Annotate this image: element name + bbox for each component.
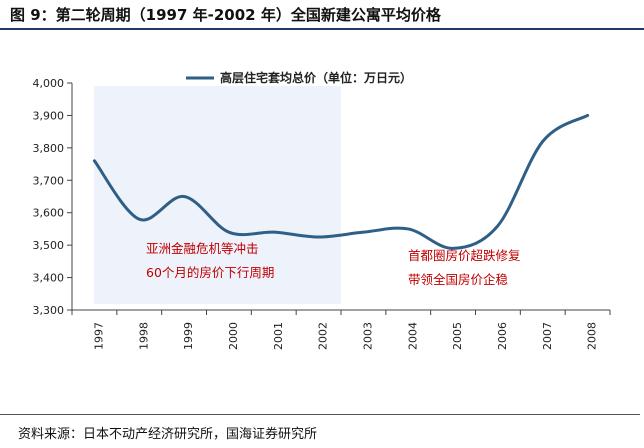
y-tick-label: 3,300 <box>33 304 65 317</box>
x-axis: 1997 1998 1999 2000 2001 2002 2003 2004 2005 2006… <box>71 309 611 350</box>
annotation-left-line-1: 亚洲金融危机等冲击 <box>146 241 259 256</box>
y-tick-label: 3,600 <box>33 207 65 220</box>
legend: 高层住宅套均总价（单位：万日元） <box>186 70 412 85</box>
x-tick-label: 2001 <box>272 322 285 350</box>
annotation-left: 亚洲金融危机等冲击 60个月的房价下行周期 <box>146 241 274 280</box>
footer-rule <box>0 414 640 415</box>
x-tick-label: 1998 <box>137 322 150 350</box>
x-tick-label: 2004 <box>406 322 419 350</box>
shaded-period <box>94 86 341 304</box>
y-tick-label: 4,000 <box>33 77 65 90</box>
figure-title: 图 9：第二轮周期（1997 年-2002 年）全国新建公寓平均价格 <box>10 6 441 24</box>
x-tick-label: 2002 <box>317 322 330 350</box>
series-line <box>92 113 590 250</box>
x-tick-label: 1999 <box>182 322 195 350</box>
line-chart: 3,300 3,400 3,500 3,600 3,700 3,800 3,900 4,000… <box>33 70 611 350</box>
y-tick-label: 3,700 <box>33 174 65 187</box>
y-tick-label: 3,500 <box>33 239 65 252</box>
annotation-right-line-2: 带领全国房价企稳 <box>408 272 509 287</box>
annotation-left-line-2: 60个月的房价下行周期 <box>146 265 274 280</box>
x-tick-label: 2005 <box>451 322 464 350</box>
x-tick-label: 2007 <box>541 322 554 350</box>
source-note: 资料来源：日本不动产经济研究所，国海证券研究所 <box>18 427 318 442</box>
x-tick-label: 2000 <box>227 322 240 350</box>
y-tick-label: 3,800 <box>33 142 65 155</box>
title-rule <box>0 28 644 30</box>
annotation-right-line-1: 首都圈房价超跌修复 <box>408 248 521 263</box>
y-tick-label: 3,900 <box>33 109 65 122</box>
x-tick-label: 2008 <box>586 322 599 350</box>
annotation-right: 首都圈房价超跌修复 带领全国房价企稳 <box>408 248 521 287</box>
y-tick-label: 3,400 <box>33 272 65 285</box>
legend-label: 高层住宅套均总价（单位：万日元） <box>220 70 412 85</box>
x-tick-label: 2006 <box>496 322 509 350</box>
y-axis: 3,300 3,400 3,500 3,600 3,700 3,800 3,900 4,000 <box>33 77 73 317</box>
x-tick-label: 2003 <box>361 322 374 350</box>
x-tick-label: 1997 <box>92 322 105 350</box>
